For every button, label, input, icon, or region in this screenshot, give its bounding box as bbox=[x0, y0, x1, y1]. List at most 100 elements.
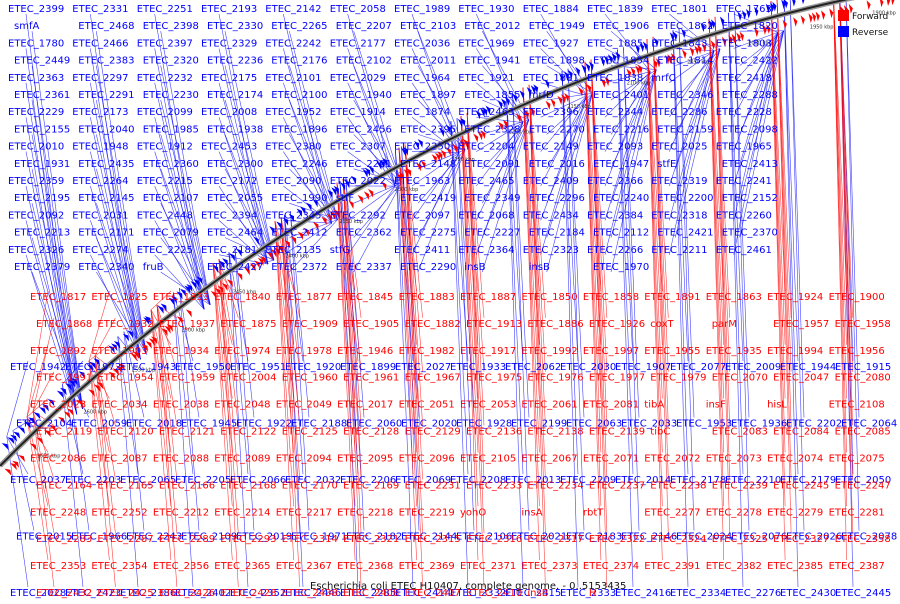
gene-label: ETEC_2419 bbox=[400, 193, 456, 204]
gene-label: ETEC_2080 bbox=[835, 373, 891, 384]
figure-caption: Escherichia coli ETEC H10407, complete g… bbox=[310, 581, 626, 592]
legend-reverse-label: Reverse bbox=[852, 28, 889, 38]
gene-label: ETEC_2008 bbox=[201, 107, 257, 118]
gene-label: coxT bbox=[650, 319, 674, 330]
gene-label: ETEC_2277 bbox=[644, 507, 700, 518]
gene-label: smfA bbox=[14, 21, 39, 32]
gene-label: ETEC_2174 bbox=[207, 90, 263, 101]
gene-label: ETEC_1833 bbox=[153, 292, 209, 303]
gene-label: ETEC_2058 bbox=[330, 4, 386, 15]
gene-label: ETEC_1932 bbox=[97, 319, 153, 330]
gene-label: ETEC_2012 bbox=[464, 21, 520, 32]
gene-label: ETEC_2364 bbox=[458, 245, 514, 256]
gene-label: ETEC_1934 bbox=[153, 346, 209, 357]
gene-label: ETEC_1994 bbox=[767, 346, 823, 357]
gene-label: ETEC_2129 bbox=[405, 427, 461, 438]
gene-label: ETEC_1979 bbox=[650, 373, 706, 384]
gene-label: insF bbox=[706, 400, 726, 411]
gene-label: ETEC_2425 bbox=[97, 588, 153, 599]
gene-label: ETEC_1992 bbox=[521, 346, 577, 357]
gene-label: ETEC_2096 bbox=[399, 454, 455, 465]
gene-label: ETEC_2430 bbox=[780, 588, 836, 599]
gene-label: ETEC_2290 bbox=[400, 262, 456, 273]
gene-label: ETEC_2172 bbox=[201, 176, 257, 187]
gene-label: ETEC_2181 bbox=[201, 245, 257, 256]
gene-label: rbtT bbox=[583, 507, 604, 518]
gene-label: ETEC_2155 bbox=[14, 124, 70, 135]
forward-gene-arrow bbox=[237, 272, 243, 280]
gene-label: ETEC_2139 bbox=[589, 427, 645, 438]
gene-label: ETEC_2061 bbox=[521, 400, 577, 411]
gene-label: ETEC_2027 bbox=[395, 362, 451, 373]
gene-label: ETEC_1952 bbox=[265, 107, 321, 118]
gene-label: ETEC_2241 bbox=[716, 176, 772, 187]
gene-label: ETEC_1950 bbox=[175, 362, 231, 373]
gene-label: ETEC_2319 bbox=[651, 176, 707, 187]
gene-label: ETEC_2409 bbox=[523, 176, 579, 187]
gene-label: ETEC_1926 bbox=[589, 319, 645, 330]
gene-label: ETEC_2176 bbox=[271, 56, 327, 67]
gene-label: ETEC_1942 bbox=[10, 362, 66, 373]
gene-label: ETEC_2445 bbox=[835, 588, 891, 599]
gene-label: ETEC_1899 bbox=[340, 362, 396, 373]
gene-label: ETEC_2128 bbox=[343, 427, 399, 438]
gene-label: ETEC_2453 bbox=[201, 142, 257, 153]
gene-label: stfE bbox=[657, 159, 676, 170]
gene-label: ETEC_2324 bbox=[650, 534, 706, 545]
forward-gene-arrow bbox=[880, 0, 884, 7]
gene-label: parM bbox=[712, 319, 737, 330]
gene-label: ETEC_1943 bbox=[120, 362, 176, 373]
gene-label: ETEC_1843 bbox=[651, 38, 707, 49]
gene-label: ETEC_1907 bbox=[615, 362, 671, 373]
gene-label: ETEC_1937 bbox=[159, 319, 215, 330]
gene-label: ETEC_2252 bbox=[91, 507, 147, 518]
gene-label: ETEC_1845 bbox=[337, 292, 393, 303]
gene-label: ETEC_1951 bbox=[230, 362, 286, 373]
gene-label: ETEC_2169 bbox=[343, 480, 399, 491]
gene-label: hisL bbox=[767, 400, 787, 411]
gene-label: ETEC_2053 bbox=[460, 400, 516, 411]
gene-label: ETEC_2369 bbox=[399, 561, 455, 572]
gene-label: ETEC_1763 bbox=[716, 4, 772, 15]
legend-forward-swatch bbox=[838, 10, 849, 21]
gene-label: ETEC_1877 bbox=[276, 292, 332, 303]
gene-label: ETEC_2382 bbox=[706, 561, 762, 572]
gene-label: ETEC_1858 bbox=[583, 292, 639, 303]
gene-label: ETEC_2300 bbox=[207, 159, 263, 170]
gene-label: ETEC_1959 bbox=[159, 373, 215, 384]
gene-label: ETEC_1913 bbox=[466, 319, 522, 330]
gene-label: ETEC_2227 bbox=[464, 228, 520, 239]
gene-label: ETEC_2466 bbox=[72, 38, 128, 49]
gene-label: ETEC_2159 bbox=[657, 124, 713, 135]
gene-label: ETEC_1946 bbox=[337, 346, 393, 357]
gene-label: ETEC_1868 bbox=[36, 319, 92, 330]
gene-label: ETEC_1909 bbox=[282, 319, 338, 330]
gene-label: ETEC_2099 bbox=[137, 107, 193, 118]
forward-gene-arrow bbox=[886, 0, 890, 6]
gene-label: ETEC_2242 bbox=[265, 38, 321, 49]
gene-label: ETEC_2401 bbox=[593, 90, 649, 101]
gene-label: ETEC_2136 bbox=[466, 427, 522, 438]
gene-label: ETEC_2239 bbox=[712, 480, 768, 491]
gene-label: ETEC_1896 bbox=[271, 124, 327, 135]
gene-label: ETEC_1967 bbox=[405, 373, 461, 384]
gene-label: fruB bbox=[143, 262, 164, 273]
gene-label: ETEC_2412 bbox=[271, 228, 327, 239]
gene-label: ETEC_2084 bbox=[773, 427, 829, 438]
gene-label: ETEC_2349 bbox=[464, 193, 520, 204]
gene-label: ETEC_1991 bbox=[36, 373, 92, 384]
gene-label: ETEC_2418 bbox=[716, 73, 772, 84]
gene-label: ETEC_2009 bbox=[725, 362, 781, 373]
gene-label: ETEC_2119 bbox=[36, 427, 92, 438]
gene-label: ETEC_2289 bbox=[159, 534, 215, 545]
gene-label: ETEC_2030 bbox=[560, 362, 616, 373]
gene-label: ETEC_2283 bbox=[36, 534, 92, 545]
gene-label: ETEC_1817 bbox=[30, 292, 86, 303]
reverse-gene-arrow bbox=[8, 437, 15, 444]
gene-label: ETEC_2170 bbox=[282, 480, 338, 491]
gene-label: ETEC_1840 bbox=[214, 292, 270, 303]
gene-label: ETEC_2074 bbox=[767, 454, 823, 465]
gene-label: ETEC_2067 bbox=[521, 454, 577, 465]
